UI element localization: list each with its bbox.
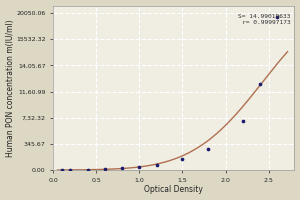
Point <box>206 147 211 150</box>
Point <box>154 163 159 166</box>
Point <box>120 166 124 170</box>
Point <box>258 82 262 85</box>
Point <box>180 157 185 160</box>
X-axis label: Optical Density: Optical Density <box>144 185 203 194</box>
Point <box>275 16 280 19</box>
Point <box>68 168 73 172</box>
Point <box>240 120 245 123</box>
Y-axis label: Human PON concentration m(IU/ml): Human PON concentration m(IU/ml) <box>6 19 15 157</box>
Point <box>59 168 64 172</box>
Point <box>85 168 90 171</box>
Text: S= 14.99019633
r= 0.99997173: S= 14.99019633 r= 0.99997173 <box>238 14 291 25</box>
Point <box>137 165 142 168</box>
Point <box>103 167 107 171</box>
